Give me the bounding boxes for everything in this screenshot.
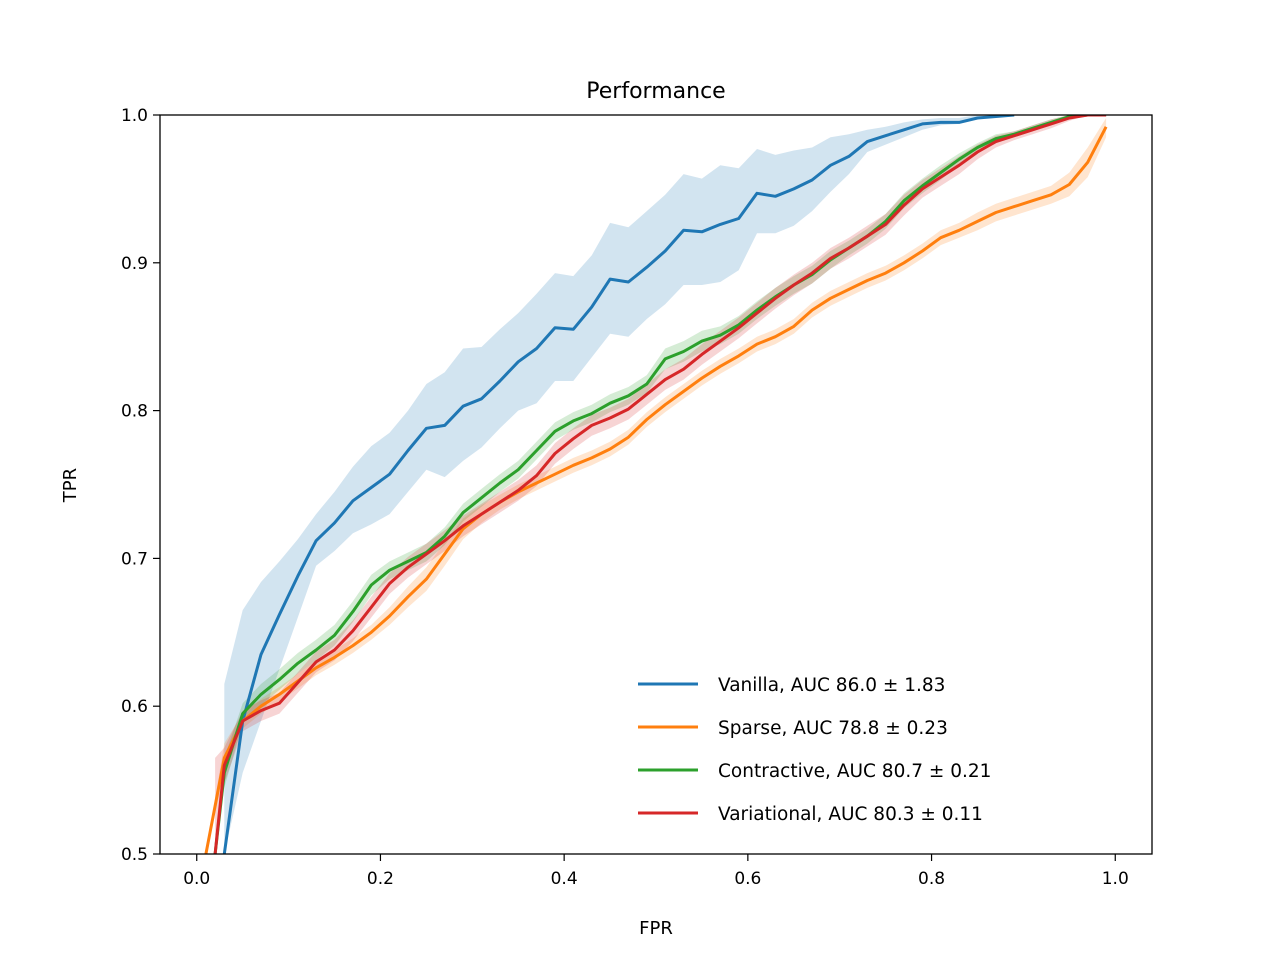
series-lines	[204, 115, 1108, 854]
legend-label-contractive: Contractive, AUC 80.7 ± 0.21	[718, 761, 991, 782]
y-tick-label: 0.5	[121, 845, 148, 865]
sparse-line	[204, 126, 1108, 854]
legend-label-sparse: Sparse, AUC 78.8 ± 0.23	[718, 718, 948, 739]
y-tick-label: 0.8	[121, 402, 148, 422]
vanilla-band	[224, 115, 1015, 854]
legend-label-vanilla: Vanilla, AUC 86.0 ± 1.83	[718, 675, 945, 696]
plot-frame	[159, 114, 1153, 855]
y-axis: 0.5 0.6 0.7 0.8 0.9 1.0	[121, 106, 160, 865]
vanilla-line	[222, 115, 1015, 854]
y-tick-label: 1.0	[121, 106, 148, 126]
x-axis: 0.0 0.2 0.4 0.6 0.8 1.0	[183, 854, 1129, 889]
y-tick-label: 0.7	[121, 549, 148, 569]
x-tick-label: 0.4	[551, 869, 578, 889]
confidence-bands	[205, 115, 1107, 854]
x-tick-label: 0.8	[918, 869, 945, 889]
x-tick-label: 0.2	[367, 869, 394, 889]
legend-label-variational: Variational, AUC 80.3 ± 0.11	[718, 804, 983, 825]
y-tick-label: 0.6	[121, 697, 148, 717]
legend: Vanilla, AUC 86.0 ± 1.83 Sparse, AUC 78.8…	[638, 675, 991, 825]
contractive-line	[213, 115, 1107, 854]
chart-title: Performance	[586, 79, 725, 104]
x-tick-label: 0.0	[183, 869, 210, 889]
x-tick-label: 0.6	[734, 869, 761, 889]
variational-line	[213, 115, 1107, 854]
x-tick-label: 1.0	[1102, 869, 1129, 889]
y-axis-label: TPR	[60, 468, 81, 503]
y-tick-label: 0.9	[121, 254, 148, 274]
x-axis-label: FPR	[639, 918, 673, 939]
